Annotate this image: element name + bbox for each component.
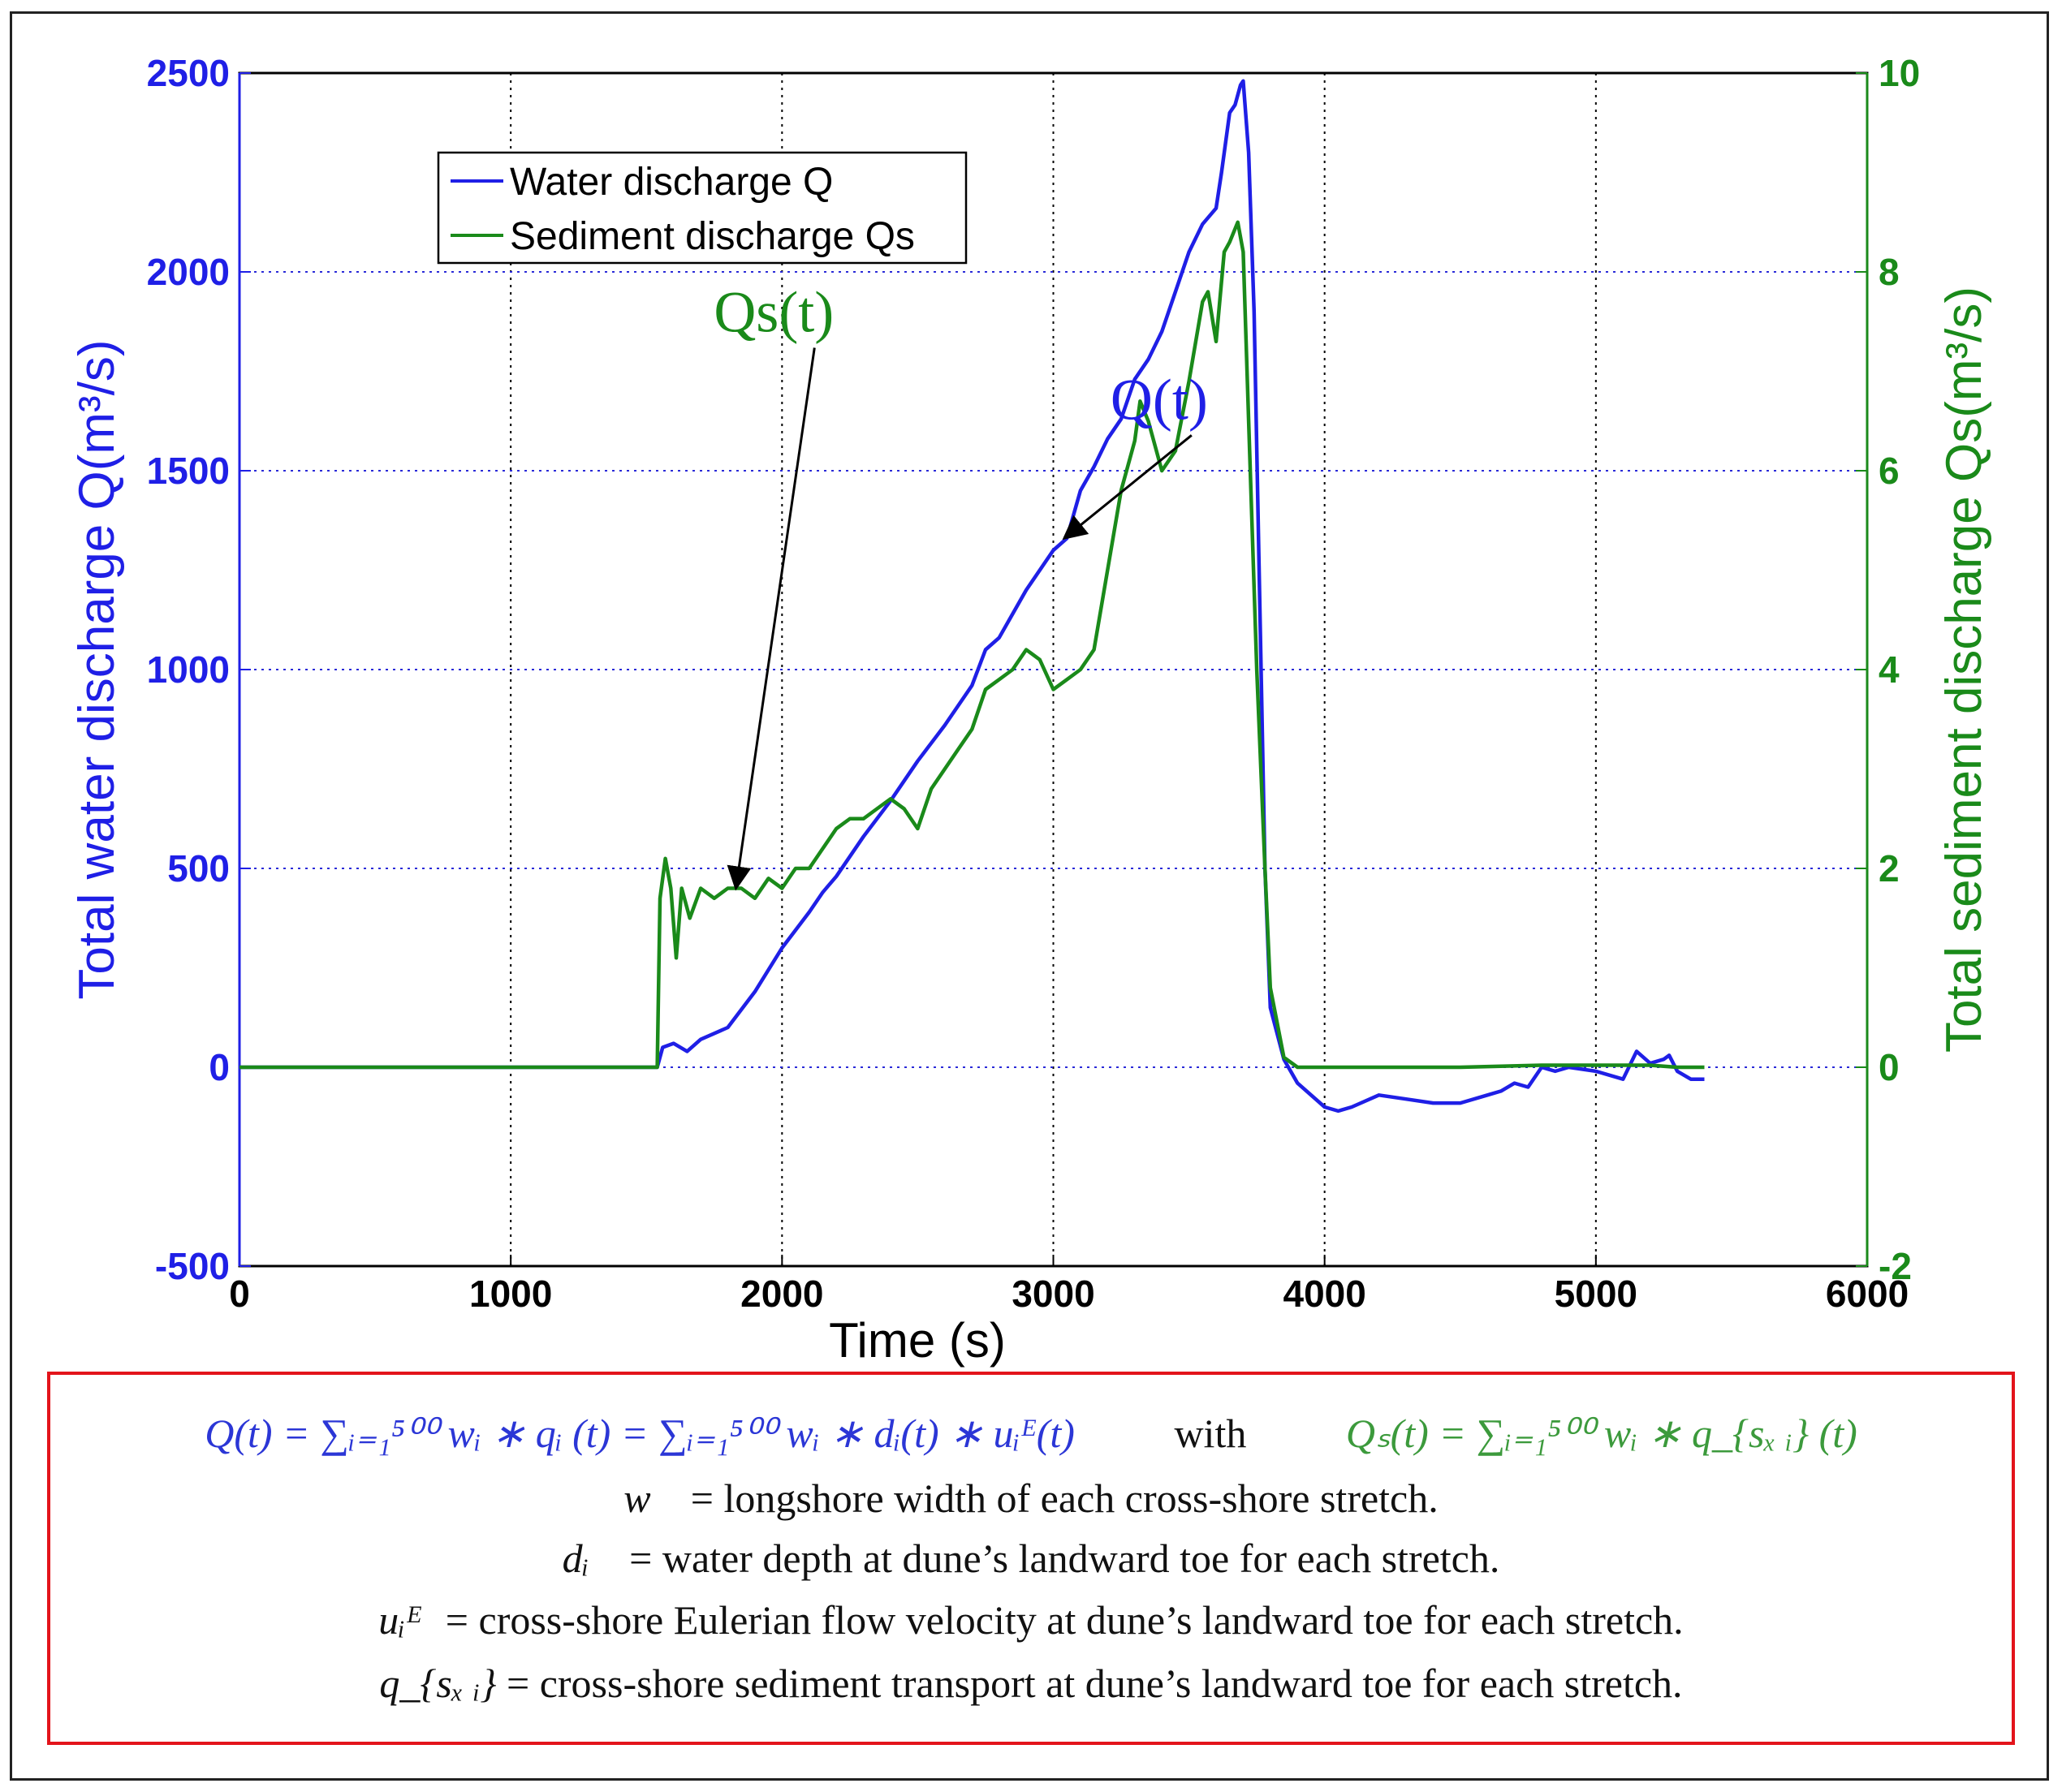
water-discharge-line: [239, 79, 1705, 1114]
x-axis-label: Time (s): [829, 1313, 1006, 1368]
left-tick-label: 1000: [147, 648, 230, 691]
right-tick-label: 2: [1879, 847, 1900, 890]
x-tick-label: 2000: [740, 1273, 823, 1315]
right-axis-ticks: -2 0 2 4 6 8 10: [1856, 52, 1920, 1287]
water-discharge-formula: Q(t) = ∑ᵢ₌₁⁵⁰⁰ wᵢ ∗ qᵢ (t) = ∑ᵢ₌₁⁵⁰⁰ wᵢ …: [205, 1411, 1075, 1456]
formula-line-d: dᵢ = water depth at dune’s landward toe …: [50, 1534, 2012, 1583]
u-description: = cross-shore Eulerian flow velocity at …: [445, 1597, 1684, 1643]
x-tick-label: 4000: [1283, 1273, 1365, 1315]
w-symbol: w: [623, 1475, 651, 1521]
legend-label-sediment: Sediment discharge Qs: [510, 215, 915, 258]
qs-symbol: q_{sₓ ᵢ}: [379, 1661, 497, 1706]
formula-with: with: [1174, 1411, 1247, 1456]
left-axis-label: Total water discharge Q(m³/s): [69, 339, 125, 999]
formula-line-w: w = longshore width of each cross-shore …: [50, 1474, 2012, 1523]
figure-frame: [10, 11, 2049, 1781]
right-tick-label: 10: [1879, 52, 1920, 94]
right-tick-label: 0: [1879, 1046, 1900, 1088]
x-tick-label: 5000: [1555, 1273, 1637, 1315]
annotation-q: Q(t): [1111, 367, 1208, 432]
x-tick-label: 0: [229, 1273, 250, 1315]
d-symbol: dᵢ: [562, 1536, 589, 1581]
d-description: = water depth at dune’s landward toe for…: [629, 1536, 1500, 1581]
annotation-arrow-qs: [727, 347, 816, 891]
x-tick-label: 1000: [469, 1273, 552, 1315]
legend: Water discharge Q Sediment discharge Qs: [437, 151, 968, 265]
right-tick-label: 8: [1879, 251, 1900, 293]
discharge-chart: 0 1000 2000 3000 4000 5000 6000 -5000500100015…: [69, 52, 1992, 1368]
left-tick-label: 0: [209, 1046, 230, 1088]
annotation-arrow-q: [1062, 434, 1193, 541]
left-axis-ticks: -500 0 500 1000 1500 2000 2500: [147, 52, 251, 1287]
annotations: Q(t) Qs(t): [714, 280, 1208, 891]
left-tick-label: 500: [167, 847, 230, 890]
x-tick-label: 3000: [1012, 1273, 1094, 1315]
u-symbol: uᵢᴱ: [378, 1597, 422, 1643]
right-tick-label: -2: [1879, 1245, 1912, 1287]
legend-box: [437, 151, 968, 265]
formula-line-u: uᵢᴱ = cross-shore Eulerian flow velocity…: [50, 1596, 2012, 1644]
x-tick-label: 6000: [1826, 1273, 1909, 1315]
annotation-qs: Qs(t): [714, 280, 834, 345]
formula-line-definitions: Q(t) = ∑ᵢ₌₁⁵⁰⁰ wᵢ ∗ qᵢ (t) = ∑ᵢ₌₁⁵⁰⁰ wᵢ …: [50, 1409, 2012, 1458]
w-description: = longshore width of each cross-shore st…: [690, 1475, 1439, 1521]
sediment-discharge-line: [239, 220, 1705, 1070]
x-axis-ticks: 0 1000 2000 3000 4000 5000 6000: [229, 1255, 1909, 1315]
left-tick-label: -500: [155, 1245, 230, 1287]
right-tick-label: 6: [1879, 450, 1900, 492]
right-axis-label: Total sediment discharge Qs(m³/s): [1936, 286, 1992, 1053]
legend-label-water: Water discharge Q: [510, 161, 833, 204]
formula-line-qs: q_{sₓ ᵢ} = cross-shore sediment transpor…: [50, 1659, 2012, 1708]
right-tick-label: 4: [1879, 648, 1900, 691]
left-tick-label: 1500: [147, 450, 230, 492]
sediment-discharge-formula: Qₛ(t) = ∑ᵢ₌₁⁵⁰⁰ wᵢ ∗ q_{sₓ ᵢ} (t): [1345, 1411, 1857, 1456]
formula-box: Q(t) = ∑ᵢ₌₁⁵⁰⁰ wᵢ ∗ qᵢ (t) = ∑ᵢ₌₁⁵⁰⁰ wᵢ …: [47, 1372, 2015, 1745]
qs-description: = cross-shore sediment transport at dune…: [507, 1661, 1683, 1706]
left-tick-label: 2000: [147, 251, 230, 293]
left-tick-label: 2500: [147, 52, 230, 94]
